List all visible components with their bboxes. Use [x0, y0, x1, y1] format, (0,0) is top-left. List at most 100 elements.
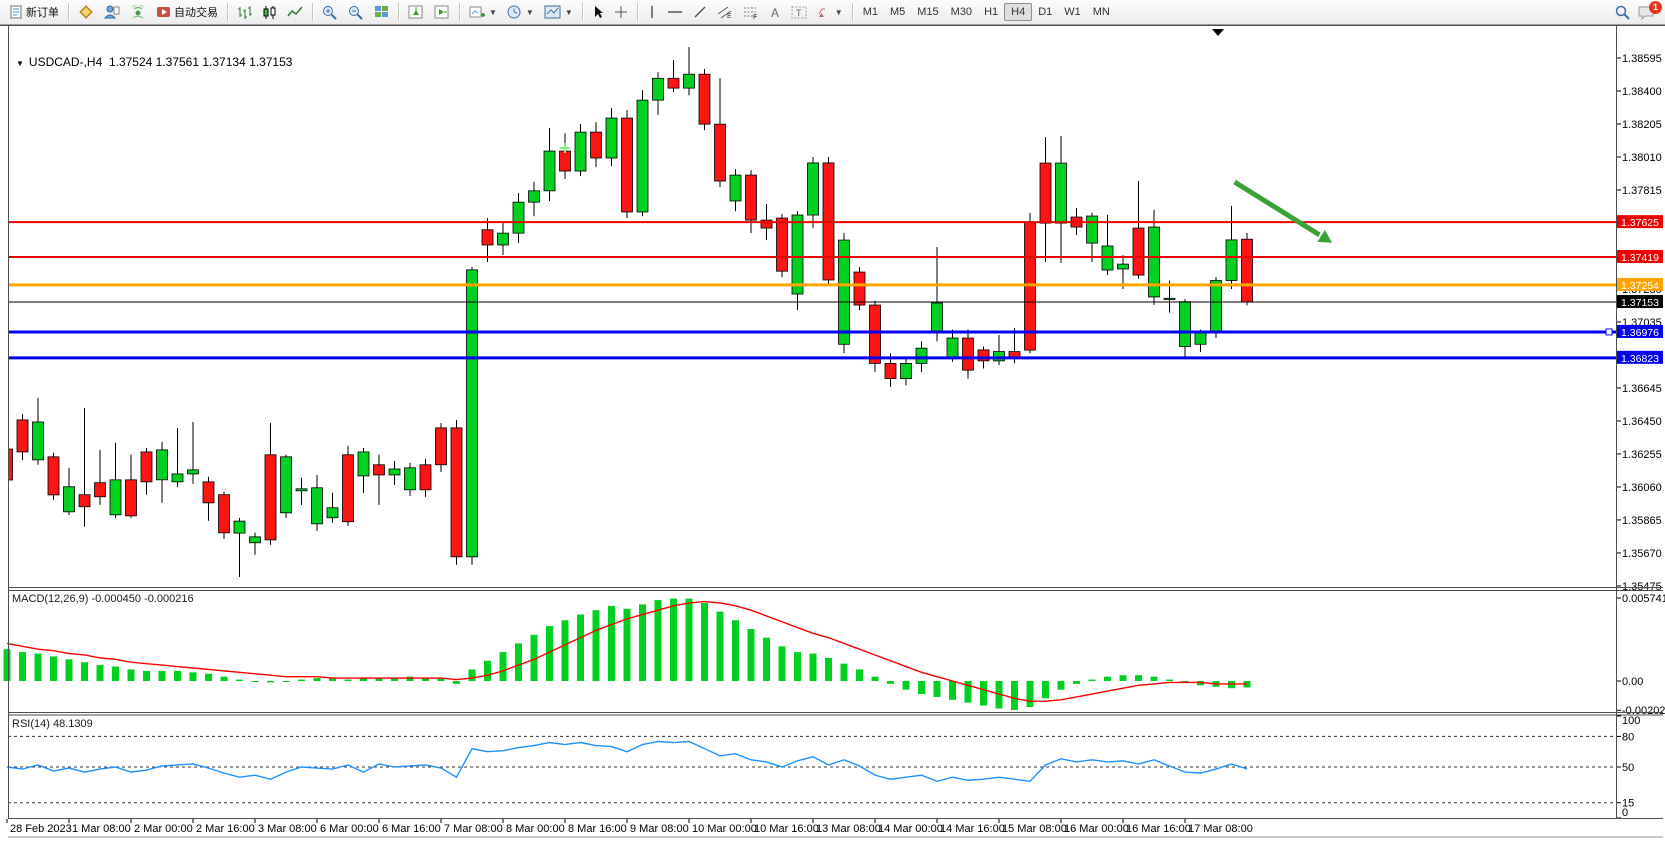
timeframe-M30[interactable]: M30: [950, 6, 973, 18]
macd-bar: [1166, 679, 1173, 681]
line-chart-button[interactable]: [282, 3, 308, 21]
equidistant-channel-button[interactable]: E: [712, 3, 738, 21]
candle: [931, 302, 943, 333]
chart-shift-marker[interactable]: [1212, 29, 1224, 36]
candle: [915, 347, 928, 364]
rsi-label: RSI(14) 48.1309: [12, 718, 93, 730]
candlestick-chart-button[interactable]: [257, 3, 282, 21]
candle: [1225, 239, 1238, 281]
candle: [1163, 297, 1176, 300]
autotrading-button[interactable]: 自动交易: [151, 3, 223, 21]
chart-window: ▼ USDCAD-,H4 1.37524 1.37561 1.37134 1.37…: [0, 25, 1665, 842]
candle: [171, 473, 184, 483]
data-window-button[interactable]: [99, 3, 125, 21]
macd-bar: [360, 678, 367, 681]
timeframe-D1[interactable]: D1: [1038, 6, 1053, 18]
plus-marker: [560, 143, 570, 154]
candle: [419, 464, 432, 491]
candle: [683, 73, 695, 89]
bar-chart-button[interactable]: [232, 3, 257, 21]
macd-bar: [654, 600, 662, 681]
candle: [621, 117, 633, 213]
price-badge-label: 1.37419: [1621, 252, 1659, 264]
candle: [295, 488, 308, 492]
macd-bar: [1057, 681, 1065, 690]
candle: [16, 419, 29, 453]
macd-bar: [1088, 679, 1096, 681]
chart-canvas[interactable]: 1.38595 1.38400 1.38205 1.38010 1.37815 1.376…: [0, 25, 1665, 842]
autotrading-icon: [157, 7, 170, 17]
market-watch-button[interactable]: [73, 3, 99, 21]
new-chart-button[interactable]: ▼: [464, 3, 502, 21]
text-label-icon: T: [791, 6, 807, 19]
macd-bar: [623, 608, 631, 681]
candle: [140, 451, 153, 483]
candle: [94, 482, 106, 498]
svg-text:1.35865: 1.35865: [1622, 515, 1662, 527]
macd-signal-line: [6, 600, 1247, 702]
zoom-in-button[interactable]: [317, 3, 343, 21]
candle: [404, 467, 416, 491]
text-button[interactable]: A: [764, 3, 786, 21]
svg-text:80: 80: [1622, 731, 1634, 743]
macd-bar: [1042, 681, 1049, 699]
periods-button[interactable]: ▼: [502, 3, 539, 21]
auto-scroll-button[interactable]: [403, 3, 429, 21]
candle: [1101, 245, 1114, 271]
candle: [528, 190, 540, 203]
fibonacci-button[interactable]: F: [738, 3, 764, 21]
macd-bar: [809, 653, 817, 681]
timeframe-M5[interactable]: M5: [889, 6, 906, 18]
macd-bar: [3, 649, 11, 681]
cursor-button[interactable]: [587, 3, 609, 21]
chart-quote-ohlc: 1.37524 1.37561 1.37134 1.37153: [108, 55, 293, 69]
chart-shift-button[interactable]: [429, 3, 455, 21]
svg-text:1.36060: 1.36060: [1622, 482, 1662, 494]
svg-text:16 Mar 16:00: 16 Mar 16:00: [1126, 823, 1191, 835]
trend-arrow[interactable]: [1233, 179, 1321, 237]
macd-bar: [608, 605, 615, 681]
candle: [574, 131, 587, 172]
macd-bar: [1119, 675, 1127, 681]
timeframe-H1[interactable]: H1: [984, 6, 999, 18]
timeframe-MN[interactable]: MN: [1092, 6, 1110, 18]
macd-bar: [964, 681, 972, 703]
notifications-button[interactable]: 1: [1638, 0, 1662, 20]
price-badge: [1617, 249, 1663, 263]
macd-bar: [1197, 681, 1204, 686]
timeframe-W1[interactable]: W1: [1064, 6, 1081, 18]
time-axis: 28 Feb 2023 1 Mar 08:00 2 Mar 00:00 2 Mar 1…: [6, 819, 1253, 835]
separator: [227, 3, 228, 21]
svg-text:2 Mar 00:00: 2 Mar 00:00: [134, 823, 193, 835]
horizontal-line-button[interactable]: [662, 3, 688, 21]
trendline-button[interactable]: [688, 3, 712, 21]
macd-bar: [639, 604, 646, 681]
macd-bar: [220, 676, 228, 681]
macd-bar: [577, 614, 584, 681]
new-order-button[interactable]: 新订单: [4, 3, 64, 21]
text-label-button[interactable]: T: [786, 3, 812, 21]
line-handle[interactable]: [1605, 328, 1613, 336]
zoom-out-button[interactable]: [343, 3, 369, 21]
macd-bar: [81, 662, 88, 681]
svg-text:0.005741: 0.005741: [1622, 593, 1665, 605]
vertical-line-button[interactable]: [642, 3, 662, 21]
crosshair-button[interactable]: [609, 3, 633, 21]
svg-text:F: F: [753, 14, 757, 19]
arrows-button[interactable]: ▼: [812, 3, 848, 21]
macd-bar: [267, 681, 274, 683]
zoom-in-icon: [323, 5, 337, 20]
timeframe-M1[interactable]: M1: [862, 6, 878, 18]
templates-button[interactable]: ▼: [539, 3, 578, 21]
signals-button[interactable]: [125, 3, 151, 21]
search-icon[interactable]: [1615, 5, 1630, 20]
timeframe-M15[interactable]: M15: [917, 6, 939, 18]
candle: [47, 456, 60, 496]
candle: [497, 232, 509, 246]
timeframe-H4[interactable]: H4: [1004, 3, 1033, 21]
candle: [202, 481, 215, 504]
svg-text:100: 100: [1622, 715, 1640, 727]
tile-windows-button[interactable]: [369, 3, 394, 21]
trend-arrow-head: [1317, 229, 1333, 243]
